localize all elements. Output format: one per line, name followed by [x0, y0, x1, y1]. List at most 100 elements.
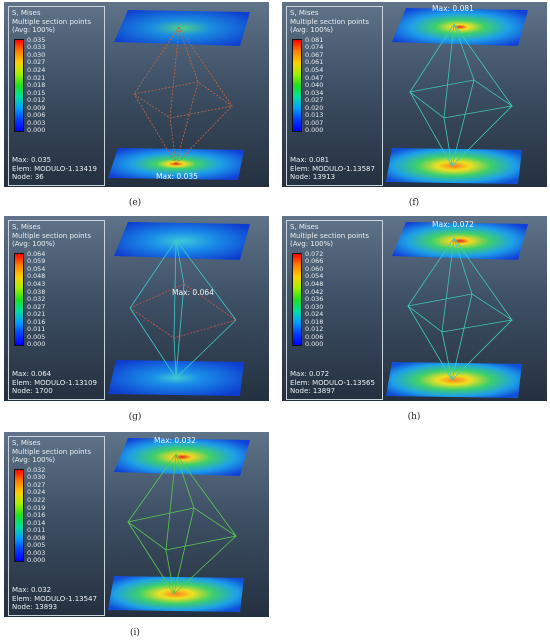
legend-value: 0.020 — [305, 103, 324, 112]
truss-wireframe — [132, 26, 233, 165]
legend-avg: (Avg: 100%) — [290, 240, 334, 249]
legend-value: 0.003 — [27, 118, 46, 127]
legend-value: 0.000 — [27, 340, 46, 349]
max-annotation: Max: 0.035 — [156, 172, 198, 181]
max-annotation: Max: 0.072 — [432, 220, 474, 229]
legend-value: 0.014 — [27, 518, 46, 527]
legend-title: S, Mises — [12, 439, 41, 447]
legend-values: 0.064 0.059 0.054 0.048 0.043 0.038 0.032 0.027… — [27, 249, 46, 349]
legend-node: Node: 13897 — [290, 387, 336, 396]
legend-max: Max: 0.064 — [12, 370, 52, 379]
legend-value: 0.018 — [27, 81, 46, 90]
legend-max: Max: 0.032 — [12, 586, 52, 595]
top-plate — [392, 222, 528, 260]
caption-g: (g) — [128, 412, 142, 422]
legend-node: Node: 36 — [12, 173, 44, 182]
legend-elem: Elem: MODULO-1.13419 — [12, 164, 97, 173]
caption-i: (i) — [130, 628, 140, 638]
legend-subtitle: Multiple section points — [12, 447, 91, 456]
legend-value: 0.006 — [305, 332, 324, 341]
panel-e: S, Mises Multiple section points (Avg: 1… — [4, 2, 269, 187]
legend-value: 0.032 — [27, 465, 46, 474]
legend-value: 0.047 — [305, 73, 324, 82]
truss-wireframe — [127, 453, 238, 595]
legend-e: S, Mises Multiple section points (Avg: 1… — [8, 6, 105, 186]
legend-value: 0.034 — [305, 88, 324, 97]
legend-value: 0.007 — [305, 118, 324, 127]
bottom-plate — [386, 362, 522, 398]
legend-value: 0.021 — [27, 73, 46, 82]
legend-value: 0.018 — [305, 317, 324, 326]
legend-title: S, Mises — [290, 223, 319, 231]
legend-value: 0.067 — [305, 50, 324, 59]
legend-value: 0.054 — [305, 65, 324, 74]
legend-avg: (Avg: 100%) — [12, 240, 56, 249]
bottom-plate — [386, 148, 522, 184]
legend-value: 0.048 — [27, 272, 46, 281]
legend-value: 0.030 — [305, 302, 324, 311]
legend-value: 0.016 — [27, 317, 46, 326]
legend-subtitle: Multiple section points — [290, 17, 369, 26]
caption-h: (h) — [407, 412, 421, 422]
model-view-h — [386, 222, 528, 398]
panel-h: S, Mises Multiple section points (Avg: 1… — [282, 216, 547, 401]
legend-subtitle: Multiple section points — [12, 231, 91, 240]
legend-value: 0.030 — [27, 50, 46, 59]
legend-value: 0.060 — [305, 264, 324, 273]
legend-value: 0.033 — [27, 43, 46, 52]
legend-value: 0.054 — [305, 272, 324, 281]
legend-values: 0.072 0.066 0.060 0.054 0.048 0.042 0.036 0.030… — [305, 250, 324, 349]
max-annotation: Max: 0.081 — [432, 4, 474, 13]
legend-value: 0.022 — [27, 495, 46, 504]
panel-g: S, Mises Multiple section points (Avg: 1… — [4, 216, 269, 401]
legend-values: 0.081 0.074 0.067 0.061 0.054 0.047 0.040 0.034… — [305, 36, 324, 135]
legend-subtitle: Multiple section points — [12, 17, 91, 26]
legend-h: S, Mises Multiple section points (Avg: 1… — [286, 220, 383, 400]
legend-value: 0.011 — [27, 325, 46, 334]
legend-max: Max: 0.081 — [290, 156, 330, 165]
legend-value: 0.064 — [27, 249, 46, 258]
max-annotation: Max: 0.064 — [172, 288, 214, 297]
legend-value: 0.012 — [305, 325, 324, 334]
top-plate — [114, 222, 250, 260]
legend-value: 0.061 — [305, 58, 324, 67]
legend-elem: Elem: MODULO-1.13547 — [12, 594, 97, 603]
legend-value: 0.030 — [27, 473, 46, 482]
legend-value: 0.074 — [305, 43, 324, 52]
legend-value: 0.048 — [305, 279, 324, 288]
legend-value: 0.008 — [27, 533, 46, 542]
legend-title: S, Mises — [12, 9, 41, 17]
legend-value: 0.035 — [27, 35, 46, 44]
panel-f: S, Mises Multiple section points (Avg: 1… — [282, 2, 547, 187]
model-view-f — [386, 8, 528, 184]
max-annotation: Max: 0.032 — [154, 436, 196, 445]
truss-wireframe — [129, 239, 237, 379]
legend-value: 0.066 — [305, 257, 324, 266]
legend-f: S, Mises Multiple section points (Avg: 1… — [286, 6, 383, 186]
legend-value: 0.040 — [305, 81, 324, 90]
legend-elem: Elem: MODULO-1.13587 — [290, 164, 375, 173]
legend-value: 0.024 — [27, 488, 46, 497]
bottom-plate — [108, 576, 244, 612]
legend-value: 0.043 — [27, 279, 46, 288]
truss-wireframe — [409, 23, 514, 167]
legend-value: 0.027 — [305, 96, 324, 105]
legend-avg: (Avg: 100%) — [12, 26, 56, 35]
caption-e: (e) — [128, 198, 142, 208]
legend-elem: Elem: MODULO-1.13565 — [290, 378, 375, 387]
color-scale-bar — [292, 38, 302, 132]
legend-i: S, Mises Multiple section points (Avg: 1… — [8, 436, 105, 616]
legend-value: 0.059 — [27, 257, 46, 266]
truss-wireframe — [407, 237, 514, 381]
legend-value: 0.027 — [27, 302, 46, 311]
legend-value: 0.003 — [27, 548, 46, 557]
top-plate — [392, 8, 528, 46]
legend-node: Node: 1700 — [12, 387, 53, 396]
legend-elem: Elem: MODULO-1.13109 — [12, 378, 97, 387]
legend-value: 0.000 — [27, 556, 46, 565]
legend-value: 0.054 — [27, 264, 46, 273]
legend-max: Max: 0.035 — [12, 156, 52, 165]
legend-value: 0.013 — [305, 111, 324, 120]
legend-value: 0.015 — [27, 88, 46, 97]
legend-value: 0.009 — [27, 103, 46, 112]
